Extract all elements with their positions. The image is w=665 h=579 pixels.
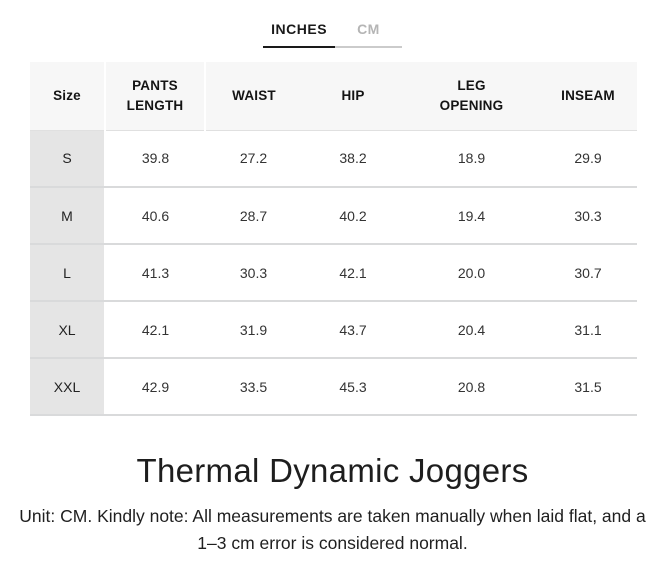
product-title: Thermal Dynamic Joggers <box>136 452 529 489</box>
tab-inches[interactable]: INCHES <box>263 13 336 48</box>
value-cell: 33.5 <box>205 358 302 416</box>
column-header-size: Size <box>30 62 106 131</box>
value-cell: 30.3 <box>539 187 637 245</box>
column-header-inseam: INSEAM <box>539 62 637 131</box>
value-cell: 40.2 <box>302 187 404 245</box>
value-cell: 29.9 <box>539 130 637 188</box>
table-row-s: S 39.8 27.2 38.2 18.9 29.9 <box>30 130 637 188</box>
value-cell: 18.9 <box>404 130 539 188</box>
value-cell: 20.8 <box>404 358 539 416</box>
column-header-waist: WAIST <box>205 62 302 131</box>
value-cell: 42.1 <box>105 301 205 359</box>
value-cell: 20.0 <box>404 244 539 302</box>
value-cell: 45.3 <box>302 358 404 416</box>
unit-tabs: INCHES CM <box>0 13 665 48</box>
value-cell: 43.7 <box>302 301 404 359</box>
value-cell: 42.1 <box>302 244 404 302</box>
size-cell: S <box>30 130 106 188</box>
size-cell: XXL <box>30 358 106 416</box>
measurement-note: Unit: CM. Kindly note: All measurements … <box>19 506 646 554</box>
size-chart-table: Size PANTS LENGTH WAIST HIP LEG OPENING … <box>30 62 637 416</box>
header-row: Size PANTS LENGTH WAIST HIP LEG OPENING … <box>30 62 637 131</box>
size-cell: M <box>30 187 106 245</box>
value-cell: 30.3 <box>205 244 302 302</box>
value-cell: 39.8 <box>105 130 205 188</box>
table-row-m: M 40.6 28.7 40.2 19.4 30.3 <box>30 187 637 245</box>
value-cell: 42.9 <box>105 358 205 416</box>
column-header-pants-length: PANTS LENGTH <box>105 62 206 131</box>
table-row-l: L 41.3 30.3 42.1 20.0 30.7 <box>30 244 637 302</box>
value-cell: 40.6 <box>105 187 205 245</box>
value-cell: 41.3 <box>105 244 205 302</box>
value-cell: 30.7 <box>539 244 637 302</box>
value-cell: 31.9 <box>205 301 302 359</box>
tab-cm[interactable]: CM <box>335 13 402 48</box>
size-cell: XL <box>30 301 106 359</box>
value-cell: 27.2 <box>205 130 302 188</box>
value-cell: 19.4 <box>404 187 539 245</box>
value-cell: 31.5 <box>539 358 637 416</box>
table-row-xxl: XXL 42.9 33.5 45.3 20.8 31.5 <box>30 358 637 416</box>
column-header-leg-opening: LEG OPENING <box>404 62 539 131</box>
value-cell: 31.1 <box>539 301 637 359</box>
value-cell: 28.7 <box>205 187 302 245</box>
size-cell: L <box>30 244 106 302</box>
table-row-xl: XL 42.1 31.9 43.7 20.4 31.1 <box>30 301 637 359</box>
value-cell: 20.4 <box>404 301 539 359</box>
column-header-hip: HIP <box>302 62 404 131</box>
value-cell: 38.2 <box>302 130 404 188</box>
